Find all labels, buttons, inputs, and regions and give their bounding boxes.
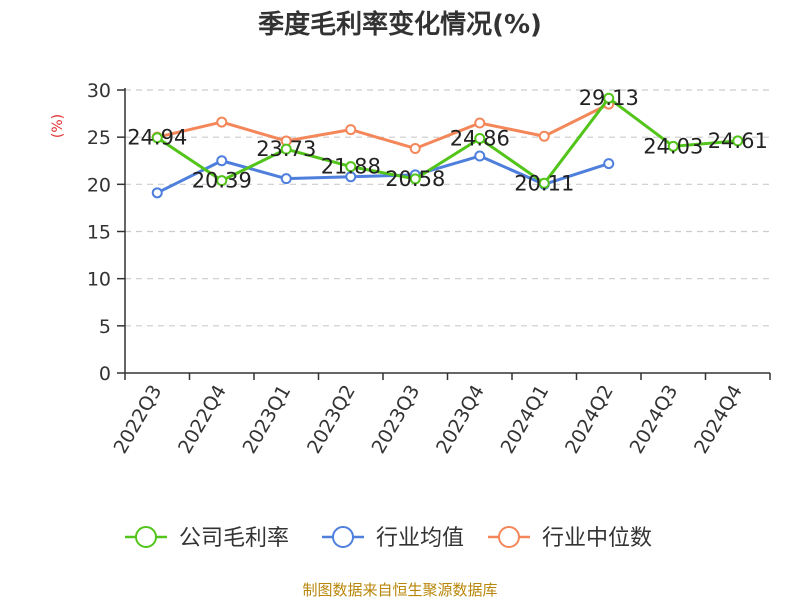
x-tick-label: 2023Q1 (239, 381, 296, 457)
data-label: 24.61 (708, 129, 768, 153)
y-tick-label: 30 (87, 80, 111, 102)
series-line (156, 154, 610, 195)
series-point (603, 158, 615, 170)
x-tick-label: 2023Q2 (303, 381, 360, 457)
series-line (156, 96, 738, 185)
x-tick-label: 2023Q4 (432, 381, 489, 457)
series-line (156, 102, 610, 150)
legend-marker (498, 526, 520, 548)
series-point (474, 117, 486, 129)
data-label: 20.58 (385, 167, 445, 191)
series-point (538, 177, 550, 189)
data-label: 20.11 (514, 171, 574, 195)
y-tick-label: 25 (87, 127, 111, 149)
y-tick-label: 20 (87, 174, 111, 196)
x-tick-label: 2023Q3 (368, 381, 425, 457)
series-point (474, 132, 486, 144)
legend: 公司毛利率 行业均值 行业中位数 (125, 526, 652, 551)
y-tick-label: 10 (87, 269, 111, 291)
series-point (280, 143, 292, 155)
y-axis-label: (%) (50, 114, 66, 138)
series-point (216, 155, 228, 167)
y-tick-label: 15 (87, 222, 111, 244)
series-point (216, 116, 228, 128)
source-note: 制图数据来自恒生聚源数据库 (302, 581, 497, 599)
series-point (409, 173, 421, 185)
series-point (345, 171, 357, 183)
data-label: 24.94 (127, 126, 187, 150)
chart-title: 季度毛利率变化情况(%) (258, 9, 542, 40)
x-tick-label: 2024Q4 (690, 381, 747, 457)
series-point (151, 132, 163, 144)
data-label: 20.39 (192, 169, 252, 193)
x-tick-label: 2024Q1 (497, 381, 554, 457)
data-label: 24.86 (450, 126, 510, 150)
legend-marker (332, 526, 354, 548)
x-tick-label: 2024Q3 (626, 381, 683, 457)
series-point (345, 124, 357, 136)
x-tick-label: 2022Q4 (174, 381, 231, 457)
series-point (151, 187, 163, 199)
legend-label: 行业中位数 (542, 526, 652, 551)
x-tick-label: 2022Q3 (110, 381, 167, 457)
y-tick-label: 0 (99, 363, 111, 385)
data-label: 24.03 (643, 134, 703, 158)
data-label: 29.13 (579, 86, 639, 110)
series-point (667, 140, 679, 152)
series-point (280, 173, 292, 185)
series-point (474, 150, 486, 162)
legend-marker (135, 526, 157, 548)
data-label: 21.88 (321, 155, 381, 179)
data-label: 23.73 (256, 137, 316, 161)
series-point (345, 161, 357, 173)
x-tick-label: 2024Q2 (561, 381, 618, 457)
series-group (151, 92, 744, 199)
legend-label: 行业均值 (376, 526, 464, 551)
series-point (538, 130, 550, 142)
legend-label: 公司毛利率 (179, 526, 289, 551)
series-point (409, 142, 421, 154)
series-point (603, 92, 615, 104)
y-tick-label: 5 (99, 316, 111, 338)
series-point (732, 135, 744, 147)
series-point (216, 175, 228, 187)
